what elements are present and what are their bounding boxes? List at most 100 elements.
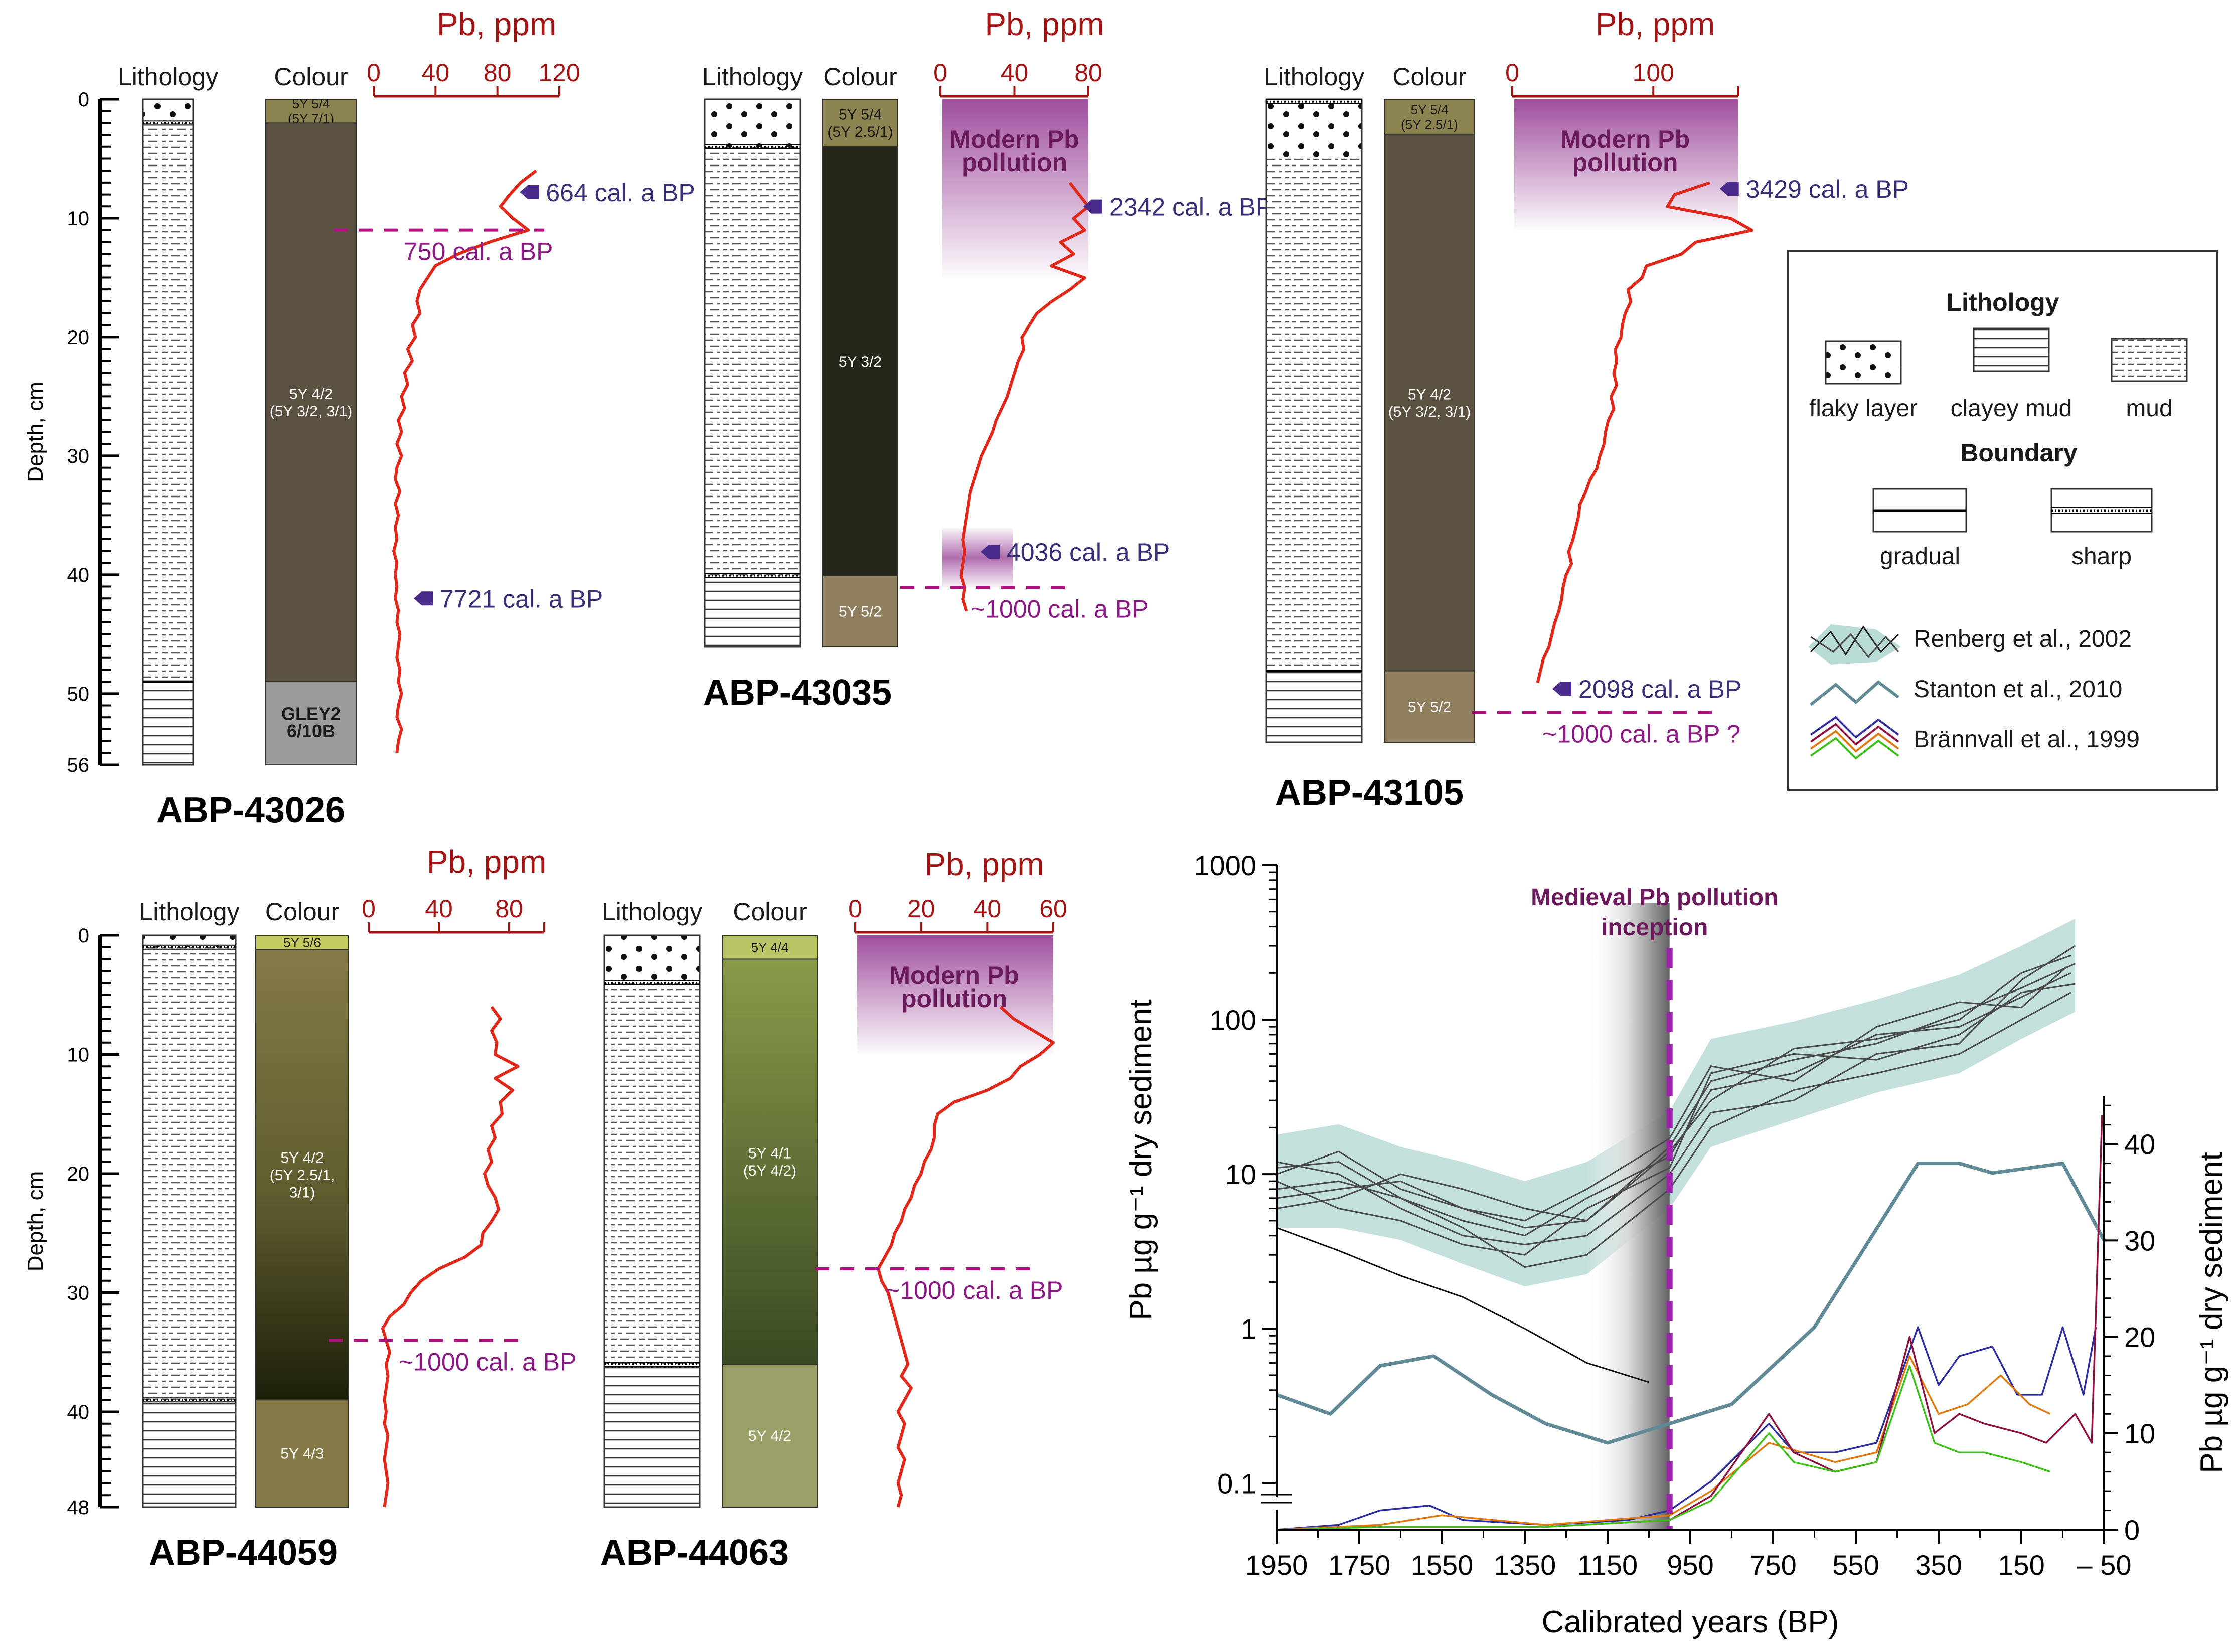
- depth-tick-label: 10: [67, 1044, 90, 1066]
- legend-boundary-title: Boundary: [1960, 439, 2078, 467]
- pb-tick-label: 100: [1633, 59, 1674, 87]
- lithology-header: Lithology: [118, 63, 218, 91]
- renberg-envelope: [1277, 918, 2076, 1287]
- legend-renberg-envelope: [1808, 624, 1901, 665]
- y-tick-label: 1: [1241, 1313, 1256, 1345]
- lithology-layer: [143, 99, 193, 123]
- legend-box: Lithology flaky layer clayey mud mud Boundar…: [1787, 250, 2218, 791]
- x-tick-label: 550: [1832, 1549, 1879, 1581]
- pb-tick-label: 80: [484, 59, 512, 87]
- lithology-header: Lithology: [702, 63, 803, 91]
- y-tick-label: 1000: [1194, 850, 1256, 881]
- pb-tick-label: 40: [1001, 59, 1029, 87]
- colour-label: 5Y 5/4 (5Y 2.5/1): [1401, 102, 1458, 132]
- depth-axis-label: Depth, cm: [23, 382, 48, 482]
- y2-tick-label: 30: [2124, 1225, 2155, 1256]
- lithology-layer: [604, 935, 700, 983]
- colour-layer: [255, 935, 349, 950]
- lithology-layer: [1266, 158, 1362, 671]
- core-panel-abp-44063: ABP-44063 Lithology Colour 5Y 4/4 5Y 4/1 (5Y …: [600, 846, 1067, 1573]
- depth-tick-label: 30: [67, 445, 90, 467]
- core-title: ABP-43026: [156, 790, 345, 831]
- colour-label: 5Y 4/2 (5Y 2.5/1, 3/1): [270, 1149, 335, 1201]
- y2-tick-label: 20: [2124, 1321, 2155, 1353]
- legend-brannvall-line: [1810, 737, 1899, 760]
- colour-layer: [822, 146, 898, 576]
- y-tick-label: 100: [1210, 1004, 1256, 1036]
- x-tick-label: 1750: [1328, 1549, 1391, 1581]
- lithology-layer: [604, 983, 700, 1364]
- pb-tick-label: 40: [974, 895, 1002, 923]
- pb-tick-label: 20: [907, 895, 935, 923]
- legend-lithology-item: mud: [2126, 395, 2172, 422]
- colour-header: Colour: [265, 898, 339, 926]
- date-marker-icon: [981, 545, 1000, 559]
- x-tick-label: 1550: [1411, 1549, 1474, 1581]
- date-label: 664 cal. a BP: [546, 179, 695, 207]
- renberg-lower-line: [1276, 1227, 1649, 1383]
- lithology-header: Lithology: [139, 898, 239, 926]
- depth-tick-label: 40: [67, 1401, 90, 1423]
- renberg-series-line: [1276, 983, 2076, 1256]
- colour-label: 5Y 5/2: [839, 603, 882, 620]
- colour-label: 5Y 4/4: [751, 940, 789, 955]
- core-title: ABP-43035: [703, 673, 892, 713]
- y2-tick-label: 10: [2124, 1418, 2155, 1449]
- core-title: ABP-44059: [149, 1533, 338, 1573]
- colour-layer: [265, 122, 357, 683]
- lithology-layer: [143, 682, 193, 765]
- y2-tick-label: 40: [2124, 1128, 2155, 1160]
- legend-boundary-item: gradual: [1880, 543, 1960, 570]
- pb-profile-line: [959, 182, 1090, 612]
- y2-tick-label: 0: [2124, 1514, 2140, 1546]
- pb-axis-title: Pb, ppm: [437, 6, 556, 42]
- x-tick-label: 350: [1915, 1549, 1962, 1581]
- colour-label: 5Y 5/4 (5Y 2.5/1): [827, 107, 893, 141]
- legend-lithology-title: Lithology: [1947, 288, 2059, 316]
- colour-layer: [722, 1364, 818, 1508]
- colour-layer: [1384, 99, 1475, 136]
- colour-label: 5Y 4/2 (5Y 3/2, 3/1): [270, 386, 353, 420]
- depth-tick-label: 56: [67, 754, 90, 776]
- pb-tick-label: 0: [848, 895, 862, 923]
- date-label: 750 cal. a BP: [404, 238, 553, 266]
- date-label: ~1000 cal. a BP: [971, 595, 1148, 623]
- colour-label: 5Y 3/2: [839, 354, 882, 370]
- colour-label: GLEY2 6/10B: [281, 703, 341, 741]
- colour-layer: [722, 935, 818, 960]
- date-marker-icon: [414, 591, 433, 606]
- colour-layer: [265, 99, 357, 124]
- date-label: ~1000 cal. a BP ?: [1542, 720, 1740, 748]
- brannvall-series-line: [1276, 1365, 2051, 1531]
- lithology-header: Lithology: [1264, 63, 1364, 91]
- lithology-layer: [705, 99, 800, 147]
- pb-axis-title: Pb, ppm: [427, 844, 546, 880]
- modern-pollution-label: Modern Pb pollution: [889, 961, 1019, 1013]
- legend-stanton-line: [1810, 680, 1899, 706]
- y-tick-label: 0.1: [1217, 1467, 1256, 1499]
- legend-source-item: Renberg et al., 2002: [1914, 626, 2132, 652]
- date-label: 4036 cal. a BP: [1007, 538, 1170, 566]
- legend-renberg-line: [1810, 625, 1899, 656]
- modern-pollution-band: [1514, 99, 1738, 231]
- lithology-layer: [604, 1364, 700, 1507]
- colour-layer: [1384, 134, 1475, 672]
- date-marker-icon: [1083, 199, 1102, 214]
- legend-lithology-item: flaky layer: [1809, 395, 1918, 422]
- renberg-series-line: [1276, 966, 2067, 1222]
- inception-title-line2: inception: [1601, 914, 1708, 941]
- legend-swatch: [2111, 338, 2188, 382]
- core-title: ABP-43105: [1275, 773, 1464, 813]
- core-panel-abp-43105: ABP-43105 Lithology Colour 5Y 5/4 (5Y 2.5/1)…: [1264, 6, 1909, 813]
- lithology-layer: [1266, 99, 1362, 159]
- depth-tick-label: 50: [67, 683, 90, 705]
- colour-layer: [1384, 670, 1475, 743]
- colour-header: Colour: [274, 63, 348, 91]
- date-label: ~1000 cal. a BP: [399, 1348, 576, 1376]
- core-panel-abp-44059: ABP-44059 Lithology Colour 5Y 5/6 5Y 4/2 (5Y …: [23, 844, 576, 1573]
- lithology-layer: [143, 947, 236, 1400]
- x-tick-label: 950: [1667, 1549, 1713, 1581]
- pb-tick-label: 0: [367, 59, 381, 87]
- date-marker-icon: [1719, 182, 1739, 196]
- legend-brannvall-line: [1810, 716, 1899, 739]
